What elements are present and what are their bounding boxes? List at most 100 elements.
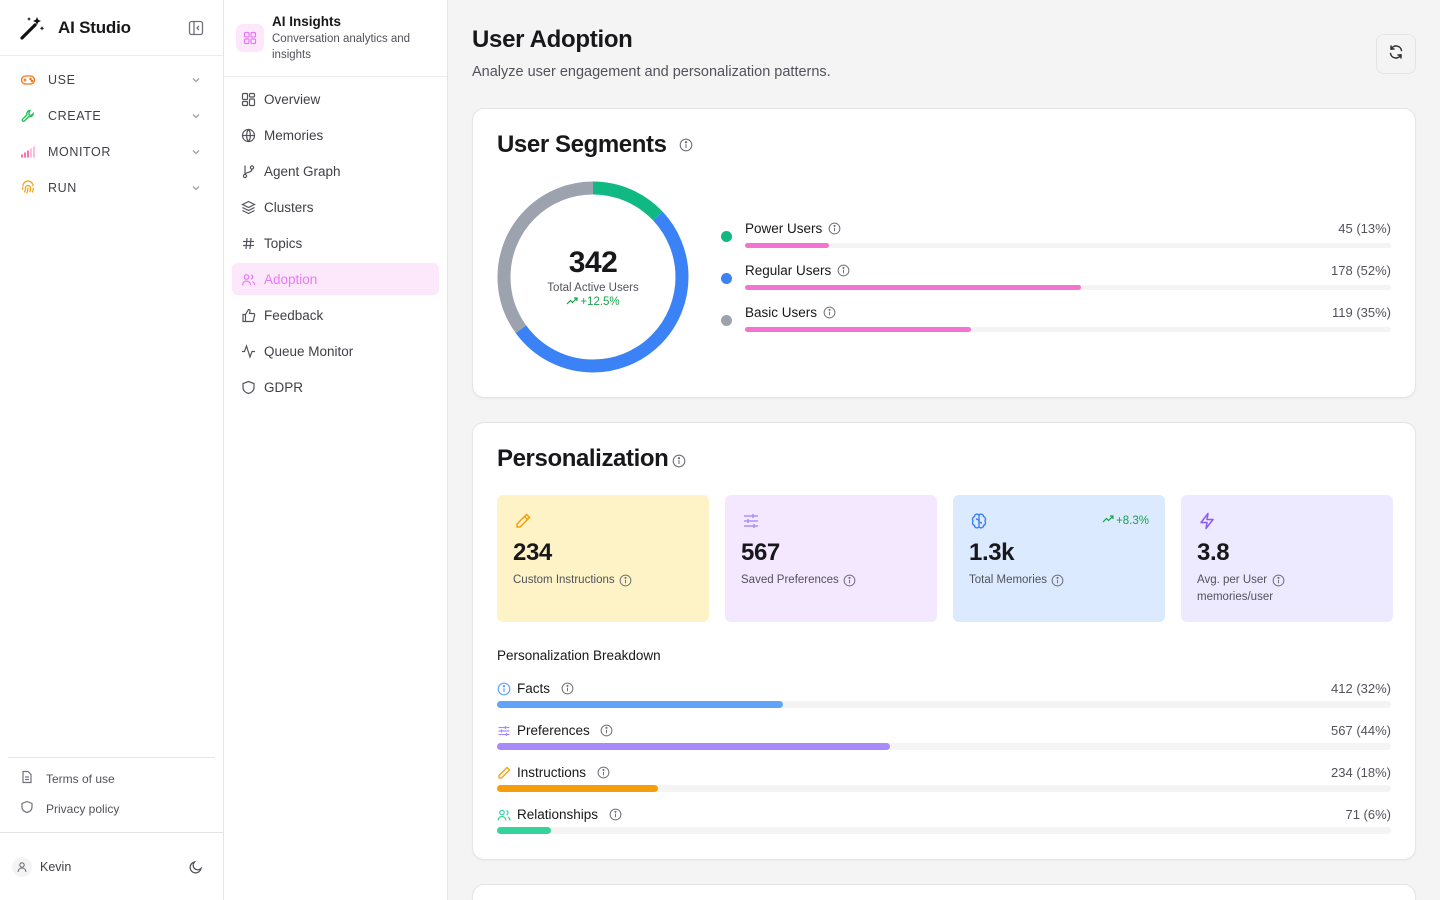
subnav-item-topics[interactable]: Topics [232, 227, 439, 259]
subnav-item-label: Clusters [264, 199, 314, 215]
privacy-policy-link[interactable]: Privacy policy [8, 794, 215, 824]
subnav-item-label: Adoption [264, 271, 318, 287]
terms-of-use-link[interactable]: Terms of use [8, 764, 215, 794]
breakdown-name: Instructions [497, 765, 610, 780]
info-icon[interactable] [560, 682, 574, 696]
chevron-down-icon [189, 73, 203, 87]
subnav-item-memories[interactable]: Memories [232, 119, 439, 151]
shield-icon [240, 379, 256, 395]
trending-up-icon [566, 296, 578, 309]
breakdown-value: 71 (6%) [1345, 807, 1391, 822]
info-icon[interactable] [843, 573, 857, 587]
info-icon[interactable] [672, 454, 686, 468]
pencil-icon [497, 766, 511, 780]
info-icon[interactable] [608, 808, 622, 822]
breakdown-bar-track [497, 701, 1391, 708]
main-content: User Adoption Analyze user engagement an… [448, 0, 1440, 900]
subnav-item-label: GDPR [264, 379, 304, 395]
info-circle-icon [497, 682, 511, 696]
stat-label-text: Total Memories [969, 574, 1047, 586]
avatar[interactable] [12, 856, 32, 877]
stat-label: Custom Instructions [513, 573, 633, 587]
nav-section-use[interactable]: USE [0, 62, 223, 98]
magic-wand-icon [18, 14, 46, 42]
next-card [472, 884, 1416, 900]
donut-center: 342 Total Active Users +12.5% [497, 181, 689, 373]
card-title: User Segments [497, 131, 693, 159]
breakdown-value: 567 (44%) [1331, 723, 1391, 738]
segment-bar-track [745, 327, 1391, 332]
info-icon[interactable] [822, 306, 836, 320]
breakdown-bar-track [497, 743, 1391, 750]
info-icon[interactable] [827, 222, 841, 236]
subnav-item-feedback[interactable]: Feedback [232, 299, 439, 331]
stat-card-saved-preferences: 567 Saved Preferences [725, 495, 937, 622]
segment-bar-fill [745, 243, 829, 248]
subnav-item-clusters[interactable]: Clusters [232, 191, 439, 223]
subnav-item-adoption[interactable]: Adoption [232, 263, 439, 295]
collapse-sidebar-icon[interactable] [187, 19, 205, 37]
segment-bar-fill [745, 327, 972, 332]
info-icon[interactable] [836, 264, 850, 278]
segment-name: Basic Users [745, 305, 836, 320]
signal-icon [20, 144, 36, 160]
app-name: AI Studio [58, 17, 131, 37]
moon-icon[interactable] [187, 858, 205, 876]
footer-link-label: Privacy policy [46, 802, 120, 816]
info-icon[interactable] [619, 573, 633, 587]
stat-delta: +8.3% [1102, 514, 1149, 527]
chevron-down-icon [189, 181, 203, 195]
subnav-title: AI Insights [272, 14, 342, 29]
gamepad-icon [20, 72, 36, 88]
users-delta: +12.5% [566, 296, 620, 309]
refresh-button[interactable] [1376, 34, 1416, 74]
wrench-icon [20, 108, 36, 124]
breakdown-name: Facts [497, 681, 574, 696]
subnav-item-gdpr[interactable]: GDPR [232, 371, 439, 403]
segment-name: Regular Users [745, 263, 850, 278]
fingerprint-icon [20, 180, 36, 196]
segment-value: 119 (35%) [1331, 305, 1391, 320]
stat-value: 567 [741, 539, 780, 566]
breakdown-value: 412 (32%) [1331, 681, 1391, 696]
segment-value: 178 (52%) [1331, 263, 1391, 278]
card-title: Personalization [497, 445, 686, 473]
subnav-item-label: Memories [264, 127, 324, 143]
users-icon [240, 271, 256, 287]
stat-label: Saved Preferences [741, 573, 857, 587]
nav-section-label: USE [48, 73, 76, 87]
main-sidebar: AI Studio USE CREATE MONITOR [0, 0, 224, 900]
refresh-icon [1388, 44, 1404, 65]
segment-name: Power Users [745, 221, 841, 236]
segment-bar-track [745, 285, 1391, 290]
hash-icon [240, 235, 256, 251]
brand-bar: AI Studio [0, 0, 223, 56]
breakdown-row: Instructions 234 (18%) [497, 765, 1391, 795]
info-icon[interactable] [600, 724, 614, 738]
stat-label-text: Avg. per User [1197, 574, 1268, 586]
nav-section-run[interactable]: RUN [0, 170, 223, 206]
legend-dot [721, 315, 732, 326]
stat-label-text: Custom Instructions [513, 574, 615, 586]
zap-icon [1197, 511, 1217, 531]
breakdown-bar-track [497, 785, 1391, 792]
sliders-icon [497, 724, 511, 738]
nav-section-create[interactable]: CREATE [0, 98, 223, 134]
info-icon[interactable] [679, 138, 693, 152]
stat-value: 234 [513, 539, 552, 566]
subnav-item-agent-graph[interactable]: Agent Graph [232, 155, 439, 187]
footer-links: Terms of use Privacy policy [8, 757, 215, 832]
subnav-item-label: Queue Monitor [264, 343, 354, 359]
nav-section-monitor[interactable]: MONITOR [0, 134, 223, 170]
info-icon[interactable] [596, 766, 610, 780]
info-icon[interactable] [1051, 573, 1065, 587]
stat-card-custom-instructions: 234 Custom Instructions [497, 495, 709, 622]
info-icon[interactable] [1271, 573, 1285, 587]
breakdown-row: Facts 412 (32%) [497, 681, 1391, 711]
legend-dot [721, 231, 732, 242]
segment-label: Basic Users [745, 305, 818, 320]
subnav-item-queue-monitor[interactable]: Queue Monitor [232, 335, 439, 367]
git-branch-icon [240, 163, 256, 179]
subnav-item-overview[interactable]: Overview [232, 83, 439, 115]
user-row: Kevin [0, 832, 223, 900]
